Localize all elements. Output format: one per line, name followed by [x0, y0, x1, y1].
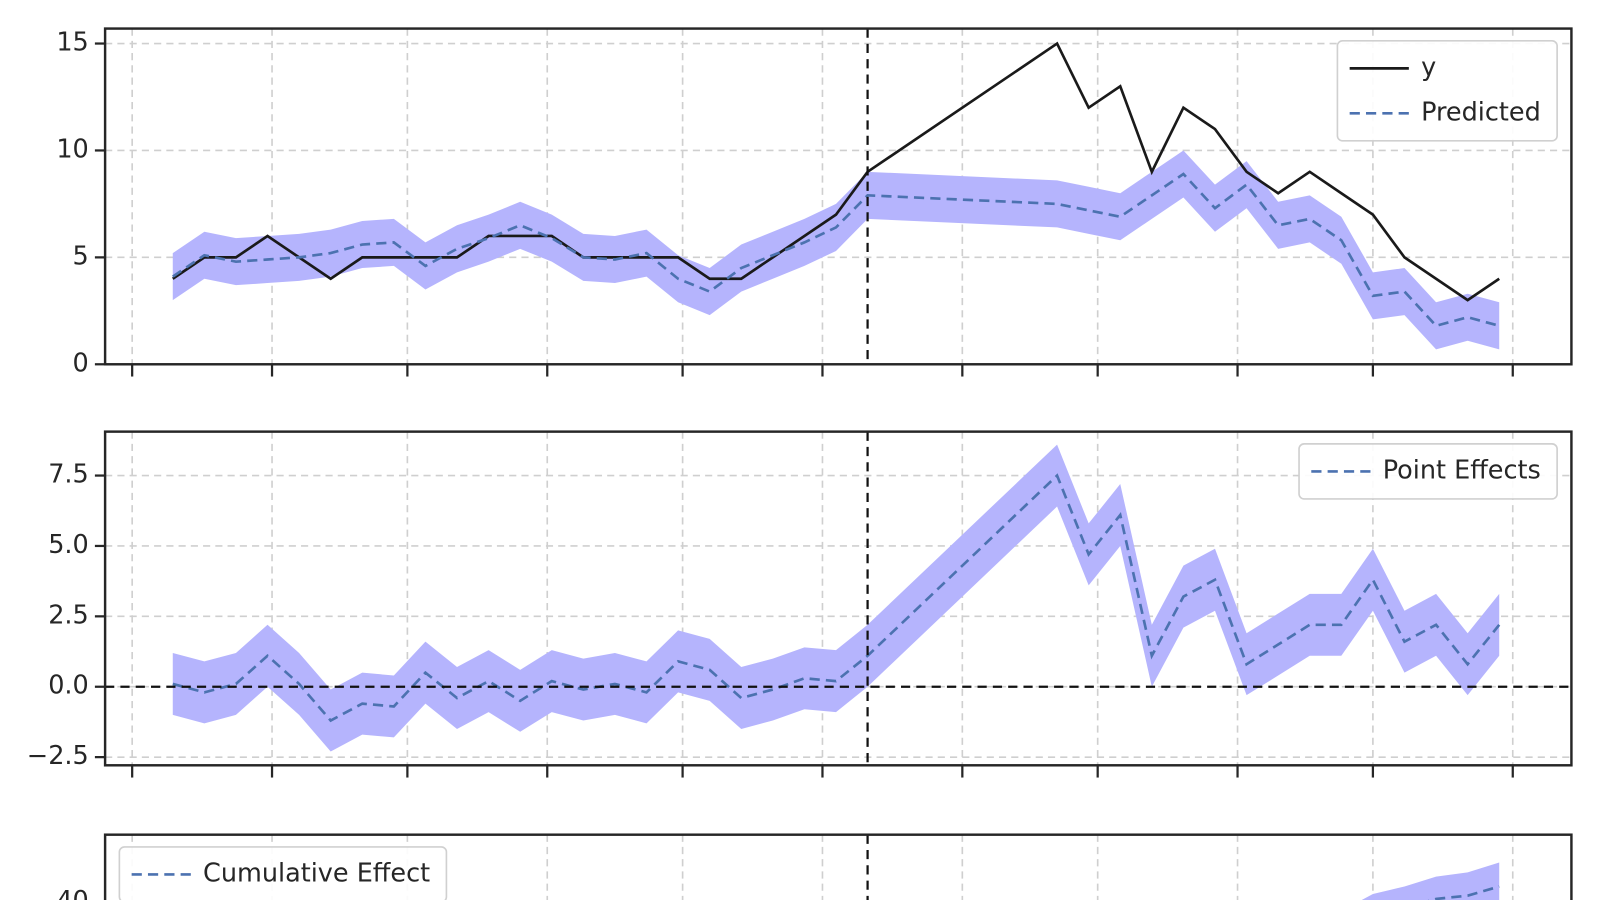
plot-frame	[103, 27, 1573, 366]
y-tick-label: 15	[56, 28, 88, 58]
panel: 40 Cumulative Effect	[56, 833, 1573, 900]
y-tick-label: 0.0	[48, 671, 89, 701]
confidence-band	[172, 150, 1500, 350]
legend-box	[1298, 443, 1558, 500]
legend: Point Effects	[1298, 443, 1558, 500]
legend-label: Predicted	[1421, 97, 1541, 127]
legend-label: Cumulative Effect	[203, 858, 430, 888]
plot-frame	[103, 833, 1573, 900]
y-tick-label: 5.0	[48, 530, 89, 560]
y-tick-label: 2.5	[48, 600, 89, 630]
y-tick-label: 10	[56, 134, 88, 164]
legend: y Predicted	[1336, 39, 1558, 142]
series-line	[172, 41, 1500, 302]
y-tick-label: 40	[56, 886, 88, 900]
legend-label: Point Effects	[1383, 455, 1541, 485]
y-tick-label: −2.5	[27, 741, 89, 771]
series-line	[172, 172, 1500, 328]
y-tick-label: 7.5	[48, 460, 89, 490]
figure-body: 0 5 10 15 y Predicted −2.5 0.0 2.5 5.0 7.5 Point Ef…	[27, 27, 1573, 900]
confidence-band	[172, 444, 1500, 752]
series-line	[172, 473, 1501, 723]
y-tick-label: 0	[73, 348, 89, 378]
panel: 0 5 10 15 y Predicted	[56, 27, 1573, 378]
legend-label: y	[1421, 52, 1436, 82]
legend-box	[118, 846, 448, 900]
confidence-band	[1361, 862, 1500, 900]
y-tick-label: 5	[73, 241, 89, 271]
plot-frame	[103, 430, 1573, 767]
legend: Cumulative Effect	[118, 846, 448, 900]
panel: −2.5 0.0 2.5 5.0 7.5 Point Effects	[27, 430, 1573, 778]
legend-box	[1336, 39, 1558, 142]
